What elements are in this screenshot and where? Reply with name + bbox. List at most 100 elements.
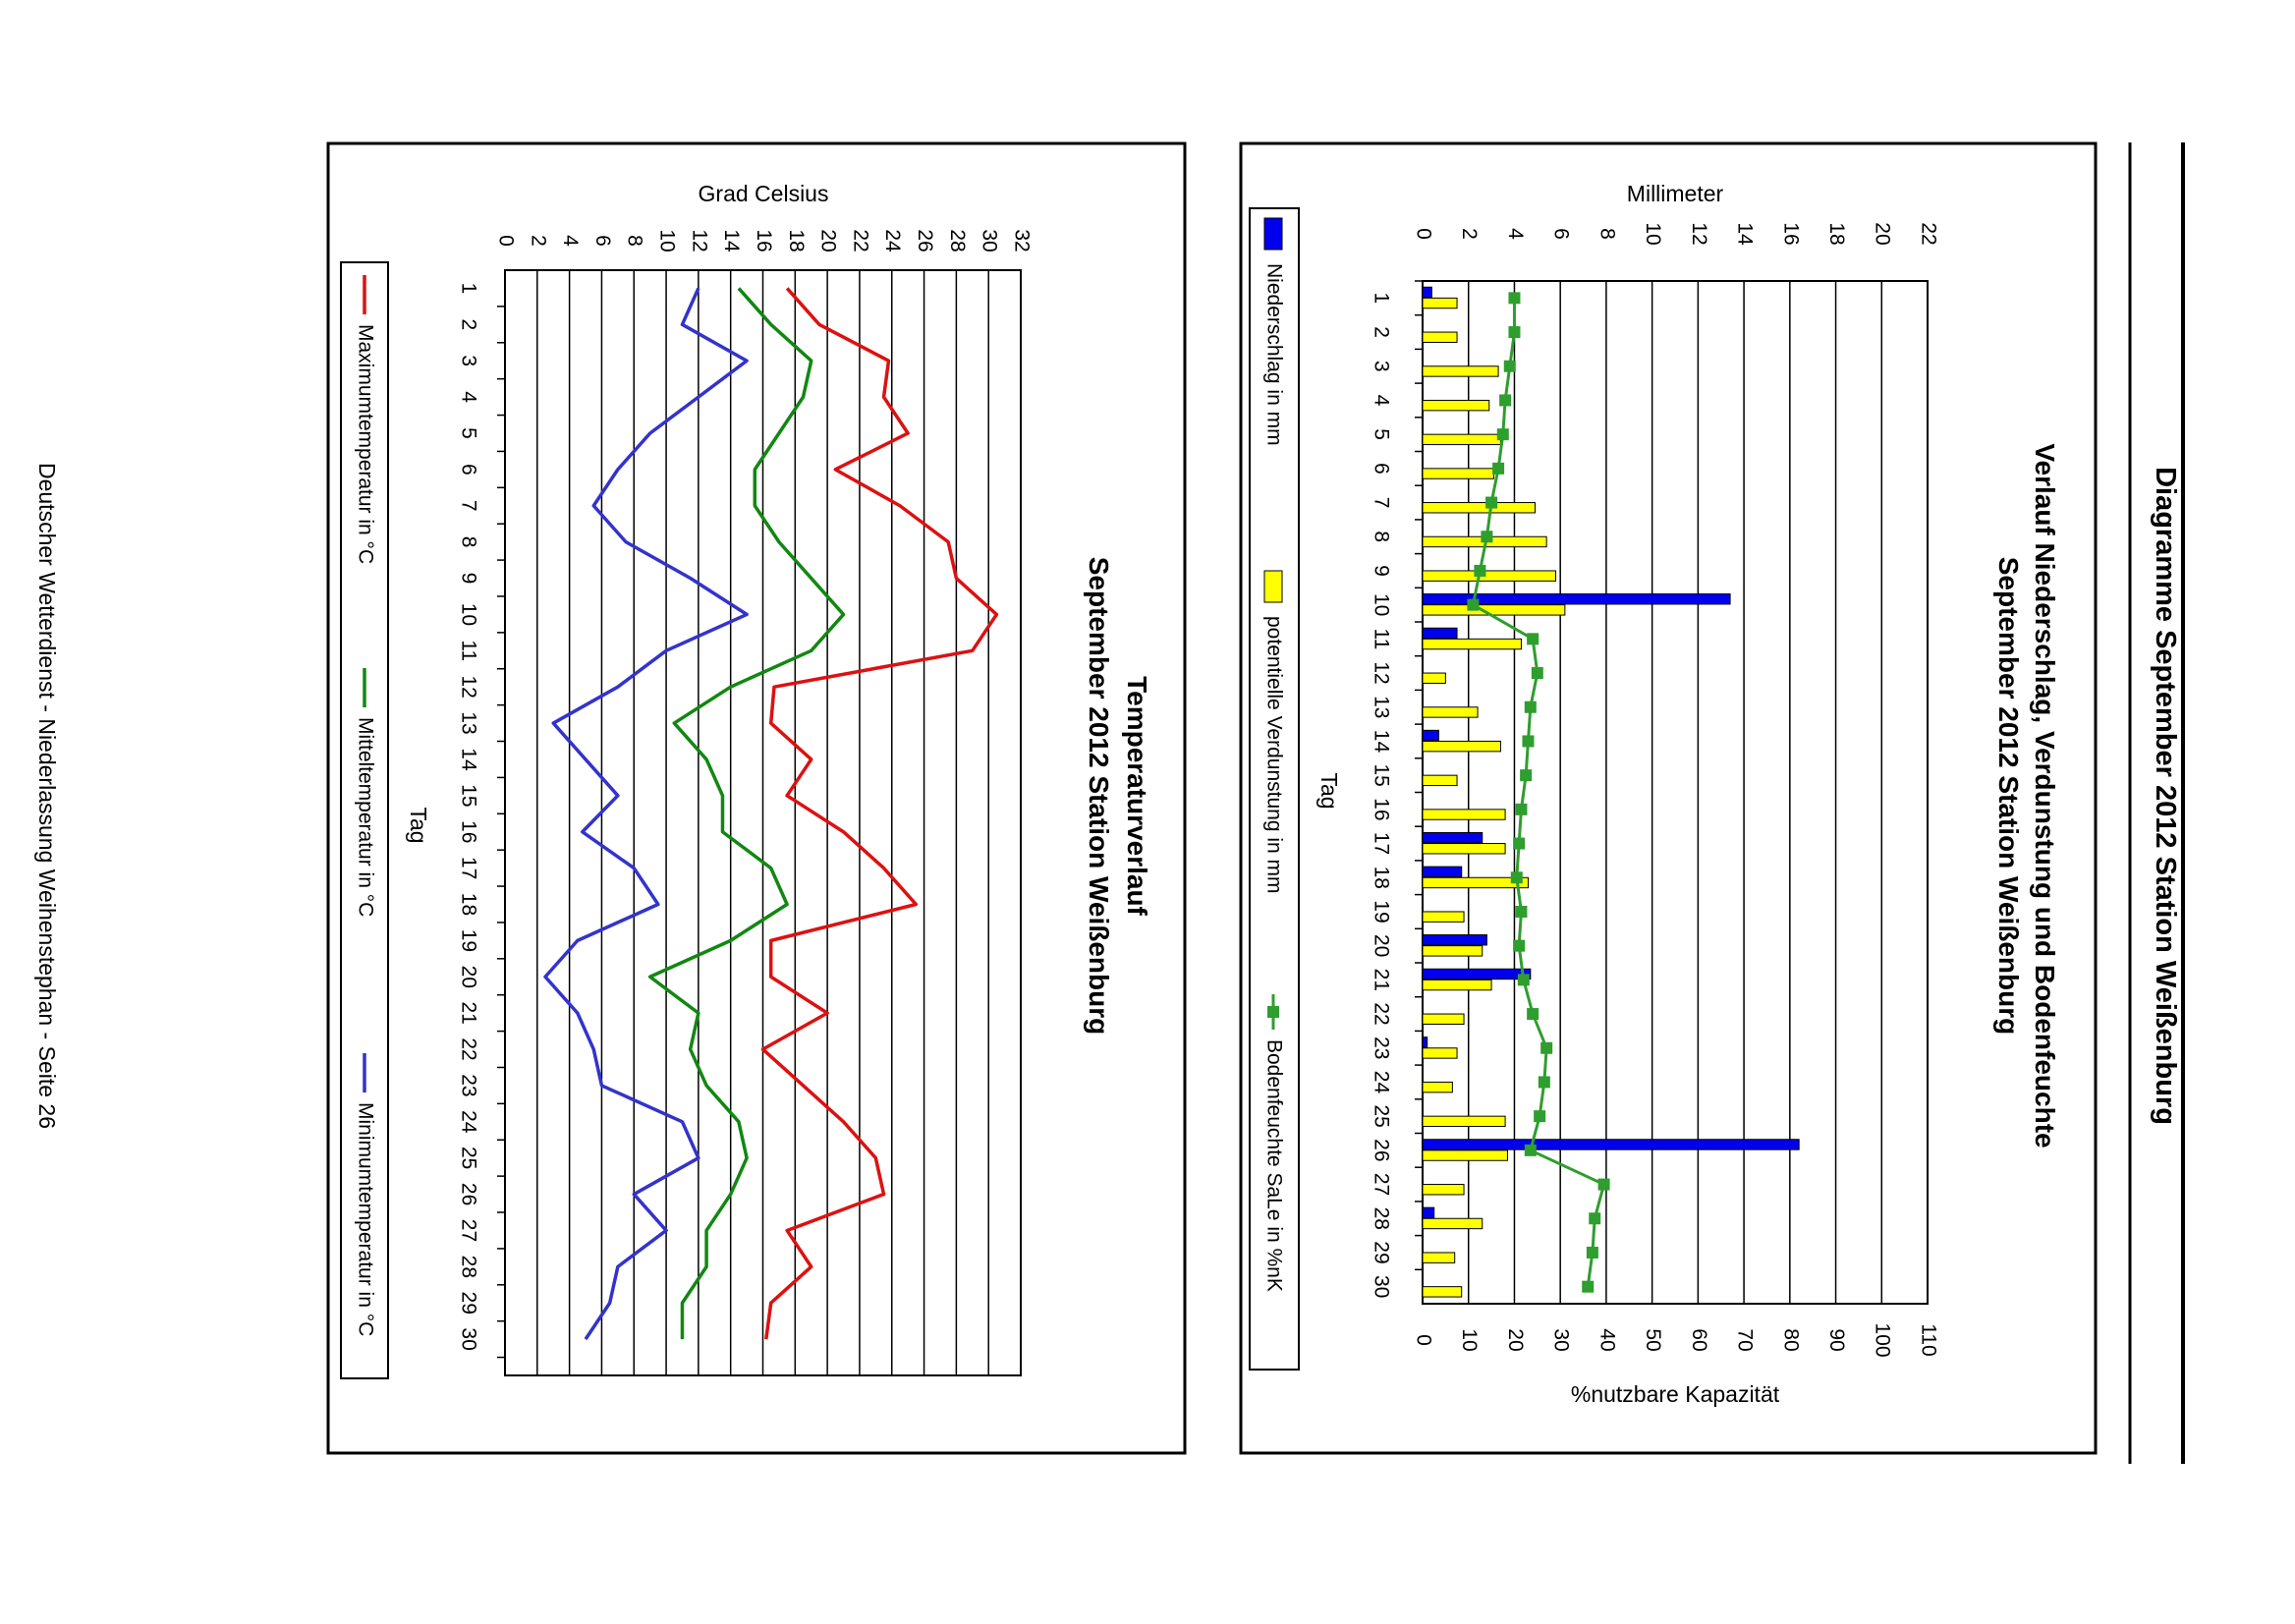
precipitation-chart-subtitle: September 2012 Station Weißenburg [1993,557,2024,1036]
x-tick-label: 26 [1370,1139,1392,1161]
evaporation-bar [1422,297,1458,309]
legend-marker-soil-moisture [1267,1006,1279,1018]
x-tick-label: 3 [1370,361,1392,372]
right-axis-tick-label: 110 [1917,1323,1939,1356]
x-tick-label: 22 [457,1037,479,1060]
evaporation-bar [1422,570,1557,582]
y-axis-tick-label: 14 [720,229,743,252]
x-tick-label: 29 [457,1292,479,1315]
page-footer: Deutscher Wetterdienst - Niederlassung W… [34,463,60,1129]
evaporation-bar [1422,365,1499,377]
soil-moisture-marker [1517,974,1530,986]
mean-temperature-line [647,287,846,1340]
precipitation-bar [1422,831,1483,844]
right-axis-tick-label: 90 [1825,1328,1848,1351]
soil-moisture-marker [1540,1041,1553,1054]
x-tick-label: 13 [1370,696,1392,718]
evaporation-bar [1422,1115,1506,1128]
soil-moisture-marker [1510,871,1523,884]
x-tick-label: 9 [457,573,479,585]
x-tick-label: 27 [457,1219,479,1242]
x-tick-label: 8 [457,536,479,548]
precipitation-bar [1422,1036,1428,1048]
evaporation-bar [1422,468,1494,479]
x-tick-label: 2 [457,318,479,330]
page-title: Diagramme September 2012 Station Weißenb… [2150,467,2181,1125]
evaporation-bar [1422,502,1536,514]
right-axis-tick-label: 40 [1595,1328,1618,1351]
y-axis-tick-label: 12 [688,229,710,252]
evaporation-bar [1422,433,1501,446]
soil-moisture-marker [1524,1144,1537,1156]
left-axis-tick-label: 22 [1917,222,1939,245]
x-tick-label: 19 [457,929,479,952]
y-axis-tick-label: 20 [817,229,840,252]
precipitation-bar [1422,1139,1800,1150]
evaporation-bar [1422,774,1458,787]
x-tick-label: 8 [1370,531,1392,542]
evaporation-bar [1422,604,1566,616]
legend-box [340,261,389,1379]
x-tick-label: 22 [1370,1002,1392,1025]
precipitation-bar [1422,866,1463,878]
x-tick-label: 5 [457,427,479,439]
precipitation-bar [1422,1206,1435,1219]
x-tick-label: 30 [1370,1275,1392,1298]
left-axis-tick-label: 18 [1825,222,1848,245]
soil-moisture-marker [1527,633,1539,645]
evaporation-bar [1422,740,1501,753]
x-tick-label: 1 [457,283,479,295]
evaporation-bar [1422,1081,1453,1093]
soil-moisture-marker [1467,598,1480,611]
soil-moisture-marker [1522,735,1535,748]
x-axis-title: Tag [406,807,431,843]
left-axis-tick-label: 4 [1504,228,1527,240]
x-tick-label: 14 [457,748,479,771]
left-axis-tick-label: 20 [1872,222,1894,245]
x-tick-label: 28 [457,1256,479,1278]
x-tick-label: 18 [457,893,479,916]
left-axis-title: Millimeter [1627,181,1724,206]
right-axis-tick-label: 80 [1779,1328,1802,1351]
evaporation-bar [1422,979,1492,991]
x-tick-label: 13 [457,711,479,734]
precipitation-legend: Niederschlag in mm potentielle Verdunstun… [1249,207,1300,1371]
temperature-chart-title: Temperaturverlauf [1122,676,1152,916]
evaporation-bar [1422,638,1522,650]
x-tick-label: 4 [457,391,479,403]
x-tick-label: 23 [457,1074,479,1096]
x-tick-label: 10 [1370,593,1392,616]
soil-moisture-marker [1515,905,1528,918]
evaporation-bar [1422,876,1529,889]
soil-moisture-marker [1496,428,1509,441]
legend-label: potentielle Verdunstung in mm [1262,616,1285,894]
soil-moisture-marker [1524,700,1537,713]
x-tick-label: 16 [457,820,479,843]
right-axis-tick-label: 0 [1412,1334,1434,1346]
x-tick-label: 25 [457,1147,479,1169]
y-axis-tick-label: 32 [1010,229,1033,252]
x-tick-label: 28 [1370,1207,1392,1230]
min-temperature-line [543,287,749,1341]
precipitation-bar [1422,968,1532,980]
x-tick-label: 9 [1370,565,1392,577]
x-tick-label: 17 [457,857,479,879]
x-tick-label: 1 [1370,293,1392,305]
soil-moisture-marker [1508,326,1521,339]
y-axis-tick-label: 10 [656,229,679,252]
y-axis-tick-label: 26 [914,229,936,252]
precipitation-bar [1422,627,1458,640]
evaporation-bar [1422,843,1506,855]
right-axis-tick-label: 10 [1458,1328,1481,1351]
precipitation-bar [1422,729,1439,742]
x-tick-label: 12 [1370,661,1392,684]
x-tick-label: 11 [1370,628,1392,649]
x-axis-title: Tag [1316,772,1342,809]
y-axis-tick-label: 16 [753,229,775,252]
x-tick-label: 15 [457,784,479,807]
precipitation-chart: 0 2 4 6 8 10 12 14 16 18 20 220 10 20 30 40 50 60 70 80 90 10… [1249,181,2060,1407]
max-temperature-line [760,287,999,1340]
soil-moisture-marker [1499,394,1512,407]
page-header: Diagramme September 2012 Station Weißenb… [2128,142,2185,1464]
